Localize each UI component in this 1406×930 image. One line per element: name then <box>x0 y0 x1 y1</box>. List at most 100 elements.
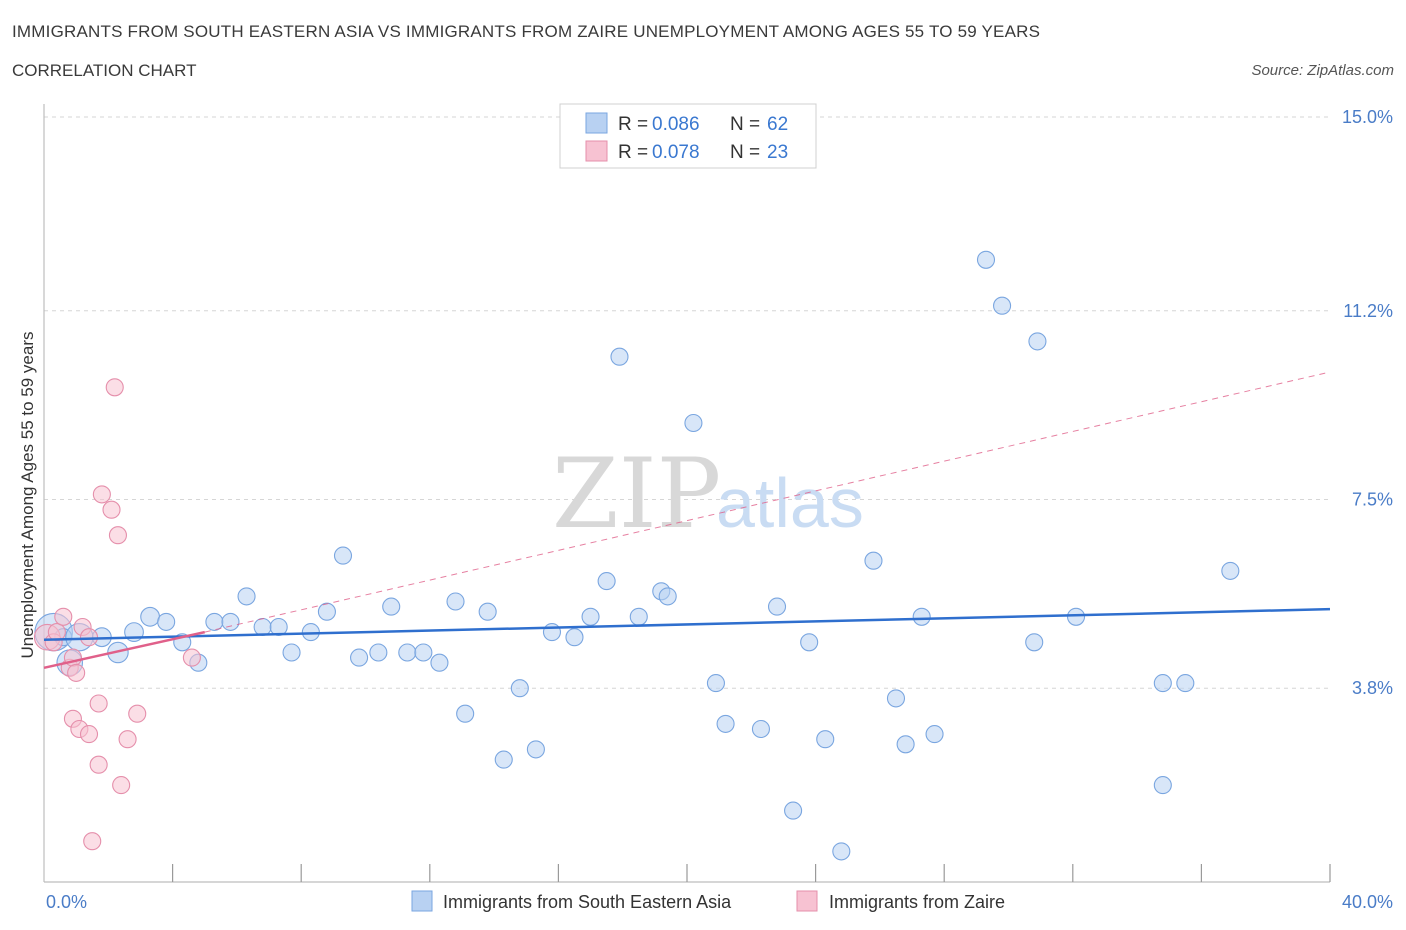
watermark-atlas: atlas <box>716 464 864 542</box>
point-south-eastern-asia <box>237 587 256 606</box>
point-south-eastern-asia <box>1221 561 1240 580</box>
chart-subtitle: CORRELATION CHART <box>12 61 197 80</box>
point-south-eastern-asia <box>526 740 545 759</box>
point-zaire <box>108 526 127 545</box>
point-south-eastern-asia <box>581 607 600 626</box>
point-zaire <box>67 663 86 682</box>
point-south-eastern-asia <box>864 551 883 570</box>
point-south-eastern-asia <box>369 643 388 662</box>
point-zaire <box>112 776 131 795</box>
point-zaire <box>182 648 201 667</box>
point-south-eastern-asia <box>494 750 513 769</box>
trend-line-zaire-extension <box>204 371 1331 633</box>
y-axis-label: Unemployment Among Ages 55 to 59 years <box>18 332 37 659</box>
point-south-eastern-asia <box>886 689 906 708</box>
point-south-eastern-asia <box>832 842 851 861</box>
point-south-eastern-asia <box>269 617 288 637</box>
point-south-eastern-asia <box>1153 674 1172 693</box>
point-south-eastern-asia <box>993 296 1012 315</box>
series-legend: Immigrants from South Eastern Asia Immig… <box>411 890 1005 912</box>
point-south-eastern-asia <box>478 602 497 621</box>
legend-r-label-2: R = <box>618 142 648 163</box>
x-tick-labels: 0.0% 40.0% <box>46 892 1393 912</box>
point-south-eastern-asia <box>253 617 272 637</box>
point-south-eastern-asia <box>976 250 996 269</box>
trend-lines <box>43 371 1331 670</box>
y-tick-label: 11.2% <box>1343 301 1393 321</box>
point-zaire <box>54 607 73 626</box>
point-south-eastern-asia <box>510 679 529 698</box>
point-south-eastern-asia <box>597 572 616 591</box>
y-tick-labels: 3.8% 7.5% 11.2% 15.0% <box>1342 107 1393 698</box>
point-south-eastern-asia <box>896 735 915 754</box>
point-south-eastern-asia <box>684 413 703 433</box>
watermark-zip: ZIP <box>552 438 721 550</box>
legend-r-value-1: 0.086 <box>652 114 700 135</box>
x-tick-label: 0.0% <box>46 892 87 912</box>
stats-legend: R = 0.086 N = 62 R = 0.078 N = 23 <box>559 103 817 169</box>
data-points <box>33 250 1240 861</box>
point-south-eastern-asia <box>912 607 931 626</box>
point-zaire <box>92 485 111 504</box>
bottom-legend-label-pink: Immigrants from Zaire <box>829 892 1005 912</box>
point-south-eastern-asia <box>157 612 176 631</box>
trend-line-south-eastern-asia <box>43 607 1331 641</box>
point-south-eastern-asia <box>430 653 449 672</box>
point-south-eastern-asia <box>140 606 160 627</box>
point-south-eastern-asia <box>767 597 787 616</box>
bottom-legend-swatch-blue <box>411 890 433 912</box>
point-south-eastern-asia <box>350 648 369 667</box>
point-south-eastern-asia <box>317 602 336 621</box>
point-south-eastern-asia <box>1028 332 1047 351</box>
bottom-legend-swatch-pink <box>796 890 818 912</box>
point-south-eastern-asia <box>205 612 224 631</box>
point-zaire <box>128 704 147 723</box>
point-south-eastern-asia <box>816 730 835 749</box>
legend-r-value-2: 0.078 <box>652 142 700 163</box>
point-zaire <box>102 500 121 519</box>
point-south-eastern-asia <box>658 587 677 606</box>
legend-n-label-2: N = <box>730 142 760 163</box>
point-south-eastern-asia <box>282 643 301 662</box>
bottom-legend-label-blue: Immigrants from South Eastern Asia <box>443 892 732 912</box>
point-south-eastern-asia <box>706 674 725 693</box>
grid-lines <box>44 116 1330 689</box>
point-south-eastern-asia <box>333 546 353 565</box>
legend-n-value-2: 23 <box>767 142 788 163</box>
point-south-eastern-asia <box>784 801 803 820</box>
point-zaire <box>83 832 102 851</box>
source-label: Source: ZipAtlas.com <box>1251 62 1394 79</box>
point-zaire <box>79 725 99 744</box>
legend-n-value-1: 62 <box>767 114 788 135</box>
x-ticks <box>172 864 1331 882</box>
point-south-eastern-asia <box>456 704 475 723</box>
point-south-eastern-asia <box>542 623 562 642</box>
y-tick-label: 7.5% <box>1352 490 1393 510</box>
point-south-eastern-asia <box>716 714 735 733</box>
point-south-eastern-asia <box>751 719 770 739</box>
y-tick-label: 15.0% <box>1342 107 1393 127</box>
point-south-eastern-asia <box>1153 776 1172 795</box>
point-south-eastern-asia <box>610 347 629 366</box>
point-zaire <box>118 730 137 749</box>
point-zaire <box>89 694 108 713</box>
point-zaire <box>105 378 124 397</box>
point-south-eastern-asia <box>414 643 433 662</box>
point-zaire <box>47 623 66 642</box>
y-tick-label: 3.8% <box>1352 678 1393 698</box>
point-zaire <box>79 628 99 647</box>
trend-line-zaire <box>43 630 206 670</box>
point-south-eastern-asia <box>565 628 584 647</box>
legend-n-label-1: N = <box>730 114 760 135</box>
chart-title: IMMIGRANTS FROM SOUTH EASTERN ASIA VS IM… <box>12 22 1041 41</box>
legend-swatch-pink <box>585 140 608 162</box>
watermark: ZIP atlas <box>552 438 864 550</box>
point-zaire <box>89 755 108 774</box>
point-south-eastern-asia <box>446 592 465 611</box>
point-south-eastern-asia <box>629 607 648 626</box>
legend-swatch-blue <box>585 112 608 134</box>
point-south-eastern-asia <box>925 725 944 744</box>
legend-r-label-1: R = <box>618 114 648 135</box>
x-tick-label: 40.0% <box>1342 892 1393 912</box>
